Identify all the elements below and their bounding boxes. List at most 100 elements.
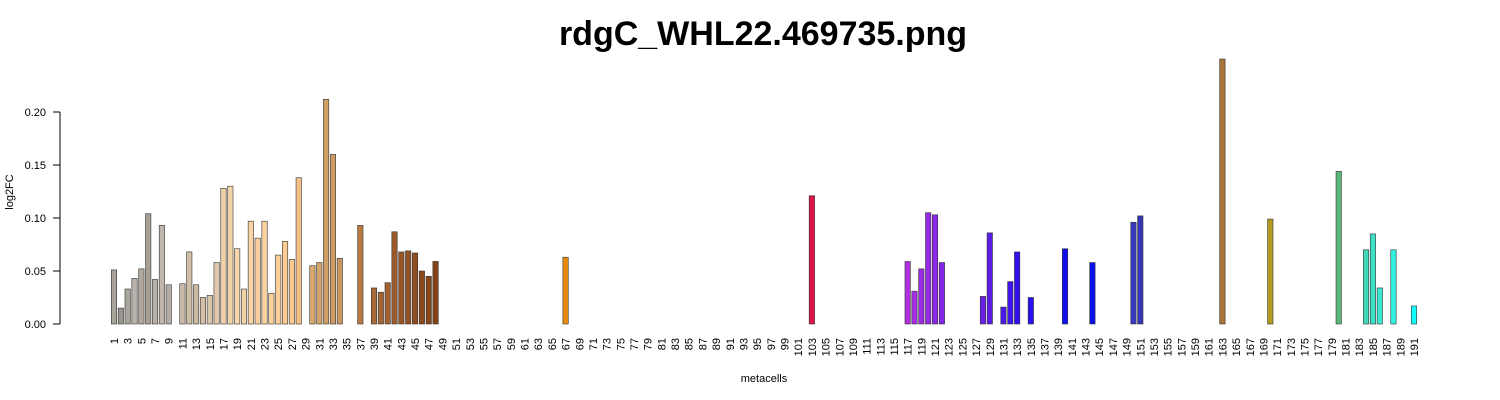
- x-tick-label: 129: [985, 338, 997, 356]
- x-tick-label: 145: [1094, 338, 1106, 356]
- bar: [329, 154, 336, 325]
- x-tick-label: 55: [478, 338, 490, 350]
- y-tick-label: 0.05: [25, 266, 46, 278]
- x-tick-label: 13: [191, 338, 203, 350]
- x-tick-label: 179: [1327, 338, 1339, 356]
- x-tick-label: 79: [643, 338, 655, 350]
- bar: [193, 284, 200, 325]
- x-tick-label: 99: [780, 338, 792, 350]
- x-tick-label: 27: [287, 338, 299, 350]
- x-tick-label: 121: [930, 338, 942, 356]
- x-tick-label: 153: [1149, 338, 1161, 356]
- x-tick-label: 165: [1231, 338, 1243, 356]
- x-tick-label: 91: [725, 338, 737, 350]
- x-tick-label: 133: [1012, 338, 1024, 356]
- bar: [227, 185, 234, 325]
- x-tick-label: 159: [1190, 338, 1202, 356]
- x-tick-label: 41: [383, 338, 395, 350]
- x-tick-label: 181: [1341, 338, 1353, 356]
- bar: [405, 250, 412, 325]
- bar: [131, 278, 138, 325]
- bar: [1335, 171, 1342, 325]
- bar: [117, 307, 124, 325]
- bar: [179, 283, 186, 325]
- x-tick-label: 43: [396, 338, 408, 350]
- x-tick-label: 57: [492, 338, 504, 350]
- x-tick-label: 119: [916, 338, 928, 356]
- bar: [384, 282, 391, 325]
- bar: [152, 279, 159, 325]
- x-tick-label: 101: [793, 338, 805, 356]
- bar: [220, 188, 227, 325]
- bar: [412, 252, 419, 325]
- bar: [986, 232, 993, 325]
- x-tick-label: 47: [424, 338, 436, 350]
- bar: [165, 284, 172, 325]
- bar: [1027, 297, 1034, 325]
- x-tick-label: 35: [342, 338, 354, 350]
- x-tick-label: 59: [506, 338, 518, 350]
- x-tick-label: 85: [684, 338, 696, 350]
- x-tick-label: 175: [1300, 338, 1312, 356]
- x-tick-label: 39: [369, 338, 381, 350]
- bar: [268, 292, 275, 325]
- x-tick-label: 111: [862, 338, 874, 355]
- bar: [282, 241, 289, 325]
- x-tick-label: 173: [1286, 338, 1298, 356]
- bar: [938, 262, 945, 325]
- x-tick-label: 33: [328, 338, 340, 350]
- x-tick-label: 113: [875, 338, 887, 356]
- bar: [904, 261, 911, 325]
- x-tick-label: 17: [218, 338, 230, 350]
- x-tick-label: 49: [437, 338, 449, 350]
- x-tick-label: 75: [615, 338, 627, 350]
- x-tick-label: 53: [465, 338, 477, 350]
- bar: [199, 297, 206, 325]
- x-tick-label: 157: [1176, 338, 1188, 356]
- x-tick-label: 177: [1313, 338, 1325, 356]
- chart-title: rdgC_WHL22.469735.png: [559, 15, 967, 53]
- x-tick-label: 143: [1081, 338, 1093, 356]
- x-tick-label: 71: [588, 338, 600, 350]
- x-tick-label: 29: [301, 338, 313, 350]
- bar: [357, 225, 364, 325]
- bar: [247, 220, 254, 325]
- bar: [1410, 305, 1417, 325]
- bar: [145, 213, 152, 325]
- x-tick-label: 155: [1163, 338, 1175, 356]
- bar: [425, 275, 432, 325]
- bar: [1000, 306, 1007, 325]
- bar: [261, 220, 268, 325]
- bar: [275, 254, 282, 325]
- bar: [309, 265, 316, 325]
- x-tick-label: 139: [1053, 338, 1065, 356]
- bar: [1062, 248, 1069, 325]
- x-tick-label: 169: [1258, 338, 1270, 356]
- x-tick-label: 15: [205, 338, 217, 350]
- bar: [418, 270, 425, 325]
- x-tick-label: 37: [355, 338, 367, 350]
- x-tick-label: 25: [273, 338, 285, 350]
- bar: [391, 231, 398, 325]
- x-tick-label: 107: [834, 338, 846, 356]
- x-tick-label: 77: [629, 338, 641, 350]
- x-tick-label: 137: [1040, 338, 1052, 356]
- x-tick-label: 5: [136, 338, 148, 344]
- x-tick-label: 167: [1245, 338, 1257, 356]
- x-tick-label: 93: [738, 338, 750, 350]
- x-tick-label: 141: [1067, 338, 1079, 356]
- x-tick-label: 189: [1395, 338, 1407, 356]
- x-tick-label: 135: [1026, 338, 1038, 356]
- x-tick-label: 161: [1204, 338, 1216, 356]
- x-tick-label: 11: [177, 338, 189, 349]
- x-tick-label: 1: [109, 338, 121, 344]
- bar: [398, 251, 405, 325]
- x-tick-label: 109: [848, 338, 860, 356]
- bar: [1014, 251, 1021, 325]
- bar: [932, 214, 939, 325]
- bar: [1130, 221, 1137, 325]
- x-tick-label: 131: [998, 338, 1010, 356]
- x-tick-label: 89: [711, 338, 723, 350]
- x-tick-label: 105: [821, 338, 833, 356]
- x-tick-label: 187: [1382, 338, 1394, 356]
